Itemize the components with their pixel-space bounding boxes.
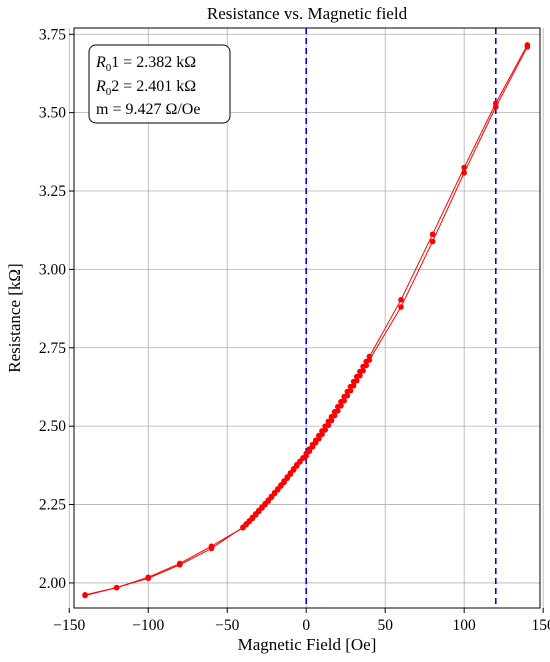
annotation-box: R01 = 2.382 kΩ R02 = 2.401 kΩ m = 9.427 … (88, 44, 231, 124)
annotation-frame (88, 44, 231, 124)
data-point (331, 408, 338, 415)
y-tick-label: 3.50 (39, 105, 66, 122)
data-point (325, 418, 332, 425)
x-tick-label: 50 (377, 617, 393, 634)
data-point (284, 475, 291, 482)
data-point (524, 42, 531, 48)
annotation-line-1: R01 = 2.382 kΩ (95, 54, 196, 74)
x-tick-label: 150 (532, 617, 550, 634)
data-point (357, 368, 363, 375)
data-point (290, 467, 297, 473)
x-axis-label: Magnetic Field [Oe] (238, 635, 377, 654)
y-tick-label: 2.00 (39, 575, 66, 592)
data-series (82, 42, 531, 599)
data-point (398, 297, 404, 303)
annotation-line-3: m = 9.427 Ω/Oe (96, 101, 200, 118)
data-point (353, 373, 360, 380)
data-point (297, 459, 303, 465)
data-point (319, 428, 325, 434)
data-point (293, 463, 300, 469)
data-point (429, 231, 436, 238)
data-point (350, 378, 357, 385)
y-axis-ticks: 2.00 2.25 2.50 2.75 3.00 3.25 3.50 3.75 (39, 26, 74, 592)
data-point (274, 487, 281, 493)
data-point (278, 483, 284, 489)
data-point (208, 543, 215, 550)
data-point (338, 398, 344, 405)
data-point (347, 383, 354, 390)
data-point (306, 446, 313, 452)
y-tick-label: 3.25 (39, 183, 66, 200)
data-point (363, 358, 370, 365)
y-tick-label: 3.00 (39, 261, 66, 278)
data-point (344, 388, 351, 395)
data-point (287, 471, 294, 477)
y-axis-label: Resistance [kΩ] (5, 263, 24, 372)
y-tick-label: 3.75 (39, 26, 66, 43)
data-point (322, 423, 328, 429)
data-point (300, 455, 306, 461)
data-point (113, 584, 120, 591)
x-tick-label: 100 (453, 617, 477, 634)
data-point (303, 450, 310, 457)
x-tick-label: 0 (302, 617, 310, 634)
chart-title: Resistance vs. Magnetic field (207, 4, 408, 23)
data-point (316, 432, 322, 439)
plot-frame (73, 27, 541, 609)
data-point (240, 524, 246, 531)
data-point (328, 413, 335, 420)
y-tick-label: 2.25 (39, 497, 66, 514)
x-tick-label: −50 (215, 617, 239, 634)
annotation-line-2: R02 = 2.401 kΩ (95, 78, 196, 98)
data-point (398, 304, 404, 310)
data-point (341, 393, 347, 400)
data-point (312, 437, 319, 444)
x-axis-ticks: −150 −100 −50 0 50 100 150 (53, 608, 550, 634)
data-point (492, 100, 499, 107)
data-point (268, 494, 275, 501)
x-tick-label: −100 (132, 617, 164, 634)
data-point (309, 441, 316, 448)
data-point (360, 363, 366, 370)
y-tick-label: 2.50 (39, 418, 66, 435)
x-tick-label: −150 (53, 617, 85, 634)
data-point (145, 574, 152, 581)
data-point (429, 238, 436, 245)
data-point (271, 490, 278, 497)
data-point (366, 353, 373, 360)
data-point (335, 403, 341, 410)
data-point (82, 592, 88, 599)
reference-lines (305, 28, 497, 608)
data-point (461, 164, 467, 171)
data-point (177, 560, 183, 567)
y-tick-label: 2.75 (39, 340, 66, 357)
data-point (281, 479, 287, 486)
